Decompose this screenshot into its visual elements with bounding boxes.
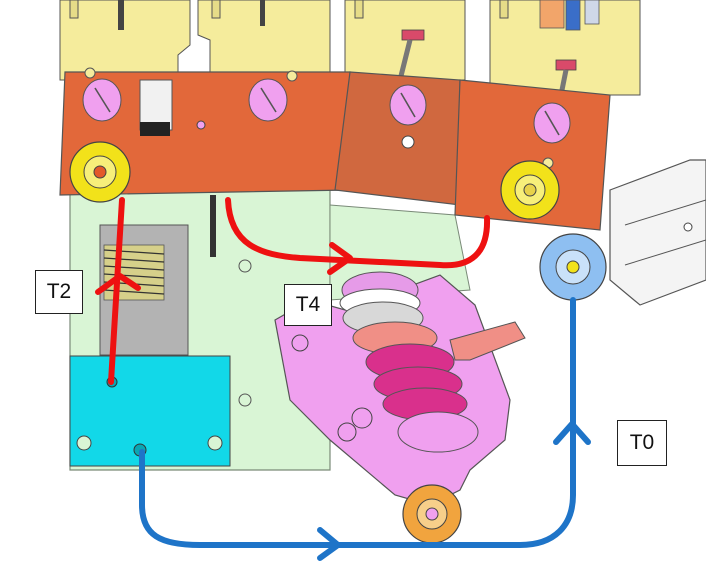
path-t2-arrow — [95, 197, 141, 385]
finger-details — [118, 0, 600, 101]
roller-orange — [402, 484, 462, 544]
label-t0: T0 — [617, 420, 667, 466]
label-t2: T2 — [35, 270, 83, 314]
damper-stack — [339, 271, 479, 453]
path-t4-arrow — [225, 197, 491, 275]
roller-yellow-right — [500, 160, 560, 220]
arm-screw-slots — [94, 87, 560, 136]
label-t4: T4 — [284, 284, 332, 326]
roller-blue — [539, 233, 607, 301]
cyan-block — [69, 355, 231, 467]
right-grey-mount — [609, 159, 706, 306]
roller-yellow-left — [69, 141, 131, 203]
path-t0-arrow — [139, 297, 591, 561]
dark-pin — [210, 195, 216, 257]
